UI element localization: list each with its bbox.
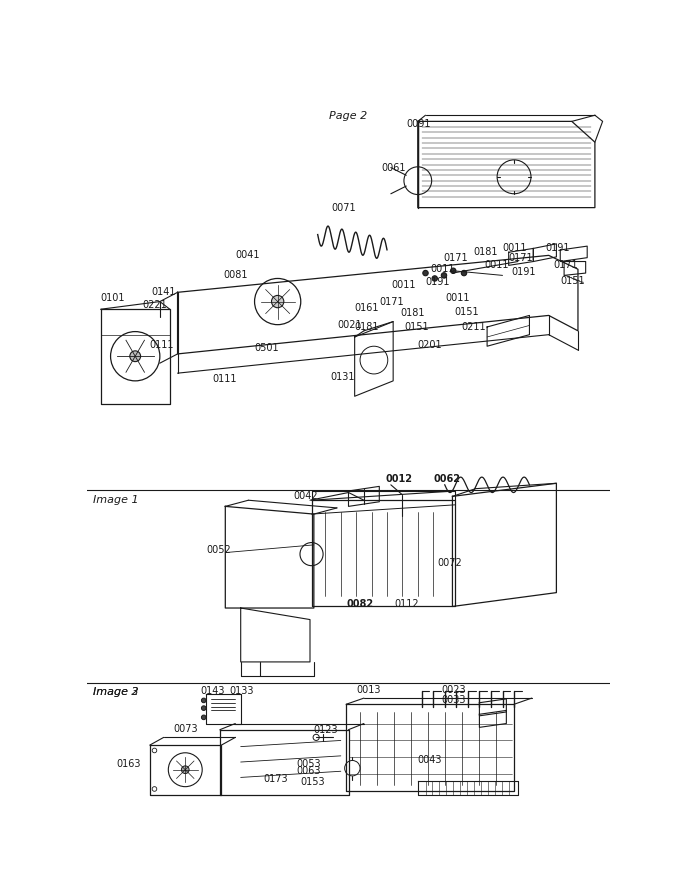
Text: 0501: 0501 xyxy=(254,343,279,353)
Text: 0111: 0111 xyxy=(150,340,174,349)
Text: 0033: 0033 xyxy=(441,695,465,705)
Circle shape xyxy=(201,698,206,702)
Text: 0023: 0023 xyxy=(441,685,466,695)
Text: 0151: 0151 xyxy=(405,322,429,332)
Text: 0191: 0191 xyxy=(426,277,450,287)
Text: 0131: 0131 xyxy=(330,372,354,382)
Text: 0041: 0041 xyxy=(235,250,260,261)
Text: 0062: 0062 xyxy=(433,474,460,485)
Text: 0161: 0161 xyxy=(354,303,378,313)
Text: 0141: 0141 xyxy=(152,288,176,297)
Circle shape xyxy=(432,276,437,281)
Text: 0011: 0011 xyxy=(485,261,509,271)
Text: 0163: 0163 xyxy=(116,759,141,769)
Circle shape xyxy=(441,272,447,278)
Text: 0063: 0063 xyxy=(296,766,321,776)
Text: 0151: 0151 xyxy=(454,306,479,316)
Text: 0133: 0133 xyxy=(229,686,254,696)
Text: 0153: 0153 xyxy=(301,777,326,787)
Text: 0082: 0082 xyxy=(347,599,374,609)
Text: 0171: 0171 xyxy=(508,254,532,263)
Text: 0143: 0143 xyxy=(201,686,225,696)
Text: 0123: 0123 xyxy=(314,725,339,735)
Text: 0171: 0171 xyxy=(554,261,578,271)
Circle shape xyxy=(423,271,428,276)
Text: 0173: 0173 xyxy=(264,774,288,784)
Text: 0191: 0191 xyxy=(545,244,570,254)
Text: 0091: 0091 xyxy=(406,119,430,129)
Circle shape xyxy=(451,268,456,273)
Text: 0011: 0011 xyxy=(445,294,470,304)
Circle shape xyxy=(130,351,141,362)
Text: 0151: 0151 xyxy=(560,276,585,286)
Text: 0043: 0043 xyxy=(418,755,442,765)
Text: 0073: 0073 xyxy=(173,724,198,734)
Circle shape xyxy=(201,706,206,711)
Text: 0011: 0011 xyxy=(392,280,416,289)
Text: 0081: 0081 xyxy=(224,271,248,280)
Text: 0072: 0072 xyxy=(437,558,462,568)
Circle shape xyxy=(182,766,189,773)
Text: Page 2: Page 2 xyxy=(329,111,368,121)
Text: 0053: 0053 xyxy=(296,759,321,769)
Text: 0061: 0061 xyxy=(381,162,406,173)
Text: Image 2: Image 2 xyxy=(93,687,139,697)
Text: 0191: 0191 xyxy=(512,266,537,277)
Text: 0181: 0181 xyxy=(401,308,426,318)
Text: 0021: 0021 xyxy=(338,321,362,331)
Text: Image 1: Image 1 xyxy=(93,495,139,504)
Text: 0211: 0211 xyxy=(461,322,486,332)
Text: 0101: 0101 xyxy=(101,294,125,304)
Text: 0052: 0052 xyxy=(206,546,231,556)
Text: 0071: 0071 xyxy=(332,202,356,212)
Text: 0111: 0111 xyxy=(212,374,237,383)
Text: 0112: 0112 xyxy=(394,599,420,609)
Text: 0221: 0221 xyxy=(142,299,167,310)
Text: 0201: 0201 xyxy=(418,340,443,349)
Text: Image 3: Image 3 xyxy=(93,687,139,697)
Text: 0181: 0181 xyxy=(354,322,378,332)
Circle shape xyxy=(271,296,284,307)
Text: 0181: 0181 xyxy=(473,247,498,257)
Text: 0011: 0011 xyxy=(430,264,455,274)
Text: 0011: 0011 xyxy=(503,243,527,253)
Circle shape xyxy=(201,715,206,719)
Circle shape xyxy=(461,271,466,276)
Text: 0013: 0013 xyxy=(356,685,381,694)
Text: 0042: 0042 xyxy=(293,491,318,502)
Text: 0171: 0171 xyxy=(443,253,468,263)
Text: 0012: 0012 xyxy=(386,474,413,484)
Text: 0171: 0171 xyxy=(379,297,404,306)
